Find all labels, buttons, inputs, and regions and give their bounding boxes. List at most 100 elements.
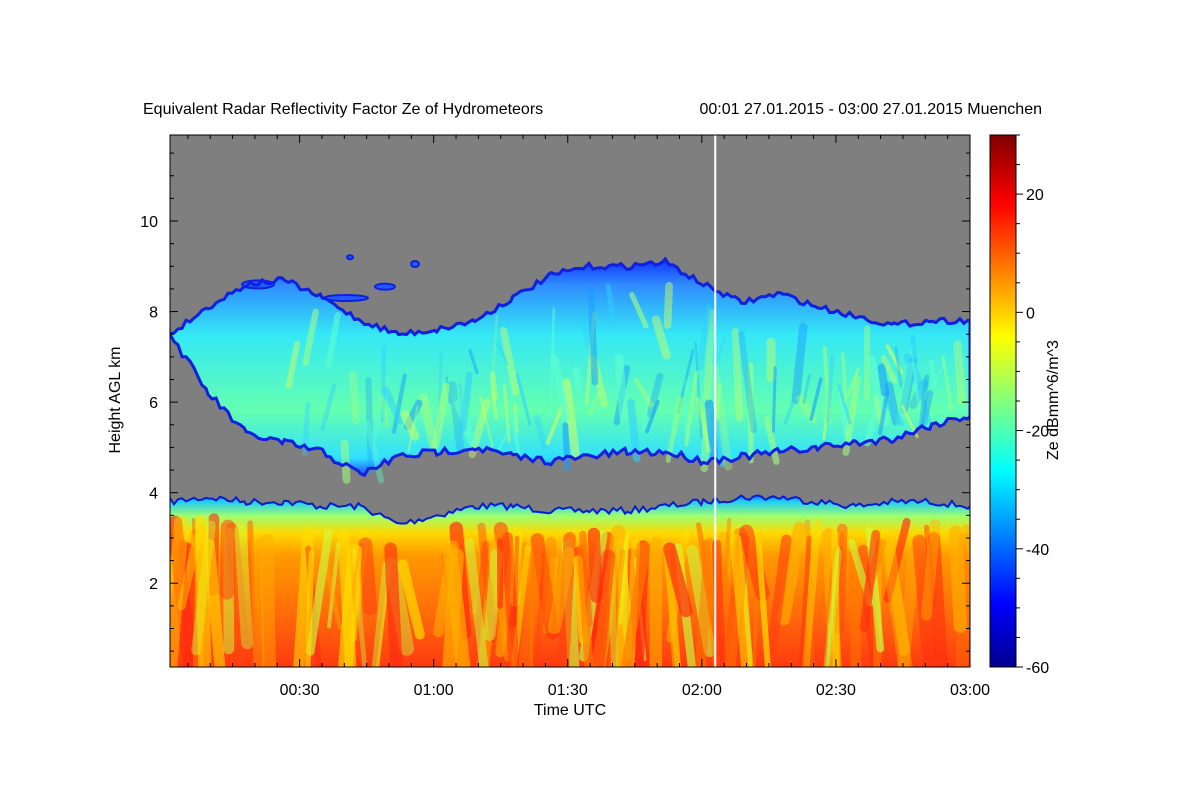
upper-streak — [380, 345, 386, 423]
upper-streak — [468, 349, 479, 375]
lower-streak — [518, 555, 544, 667]
upper-streak — [825, 354, 835, 424]
upper-streak — [665, 396, 683, 464]
lower-streak — [510, 545, 531, 667]
colorbar-tick-label: -20 — [1026, 424, 1049, 441]
lower-streak — [576, 544, 594, 667]
upper-streak — [448, 380, 465, 452]
upper-streak — [378, 395, 390, 428]
lower-streak — [250, 537, 265, 667]
upper-streak — [783, 397, 797, 425]
upper-streak — [633, 377, 654, 408]
upper-streak — [704, 399, 719, 460]
lower-streak — [591, 524, 626, 667]
upper-streak — [499, 326, 520, 396]
upper-streak — [885, 344, 904, 375]
upper-streak — [802, 374, 811, 404]
upper-streak — [864, 396, 882, 447]
lower-streak — [170, 515, 189, 667]
lower-streak — [694, 537, 716, 667]
upper-streak — [737, 330, 758, 433]
lower-streak — [607, 549, 626, 667]
upper-streak — [884, 381, 901, 426]
upper-streak — [651, 315, 671, 360]
colorbar-axis: -60 -40 -20 0 20 — [1016, 134, 1049, 677]
y-tick-label: 2 — [149, 576, 158, 593]
upper-streak — [696, 397, 712, 453]
upper-streak — [714, 419, 726, 467]
upper-streak — [646, 372, 664, 418]
upper-streak — [400, 411, 420, 441]
upper-streak — [930, 361, 946, 395]
upper-streak — [842, 375, 862, 456]
lower-streak — [777, 521, 806, 626]
lower-streak — [305, 549, 315, 667]
colorbar-label: Ze dBmm^6/m^3 — [1045, 340, 1062, 460]
lower-streak — [823, 548, 842, 667]
upper-streak — [382, 386, 404, 425]
upper-streak — [710, 363, 733, 471]
upper-streak — [513, 403, 519, 433]
lower-streak — [194, 514, 212, 667]
lower-streak — [203, 539, 226, 667]
lower-streak — [534, 552, 546, 667]
lower-streak — [912, 534, 937, 667]
lower-layer-edge — [170, 494, 970, 525]
lower-streak — [754, 529, 771, 667]
upper-streak — [572, 365, 583, 394]
lower-streak — [712, 539, 726, 667]
lower-streak — [397, 559, 425, 640]
upper-streak — [894, 346, 903, 388]
lower-streak — [529, 550, 535, 667]
lower-streak — [509, 527, 523, 607]
colorbar-tick-label: 20 — [1026, 187, 1044, 204]
upper-streak — [917, 385, 933, 431]
upper-streak — [605, 283, 617, 326]
y-tick-label: 8 — [149, 305, 158, 322]
colorbar-tick-label: -40 — [1026, 542, 1049, 559]
upper-streak — [928, 359, 938, 387]
upper-streak — [496, 342, 509, 366]
upper-streak — [645, 399, 660, 434]
lower-streak — [804, 519, 815, 667]
x-tick-label: 01:00 — [414, 682, 454, 699]
upper-streak — [771, 366, 777, 433]
plot-frame — [169, 134, 971, 668]
x-tick-label: 03:00 — [950, 682, 990, 699]
lower-streak — [547, 546, 576, 635]
upper-streak — [640, 391, 652, 432]
upper-streak — [841, 352, 848, 403]
upper-streak — [941, 354, 953, 410]
colorbar — [989, 134, 1017, 668]
upper-streak — [431, 382, 450, 450]
lower-streak — [801, 517, 822, 667]
upper-streak — [791, 322, 808, 404]
lower-streak — [247, 520, 257, 666]
upper-streak — [478, 395, 494, 448]
lower-streak — [384, 542, 403, 667]
lower-streak — [831, 530, 840, 667]
lower-streak — [442, 543, 471, 667]
upper-streak — [320, 383, 337, 432]
upper-streak — [877, 363, 890, 397]
lower-streak — [541, 536, 557, 620]
upper-streak — [510, 413, 521, 454]
lower-streak — [590, 549, 616, 667]
chart-title: Equivalent Radar Reflectivity Factor Ze … — [143, 101, 543, 118]
upper-streak — [822, 345, 832, 424]
lower-streak — [921, 519, 941, 621]
upper-streak — [418, 393, 439, 450]
cloud-fragment — [410, 260, 420, 269]
y-axis-label: Height AGL km — [107, 346, 124, 453]
lower-streak — [897, 545, 921, 667]
upper-layer-texture — [241, 254, 966, 484]
y-axis: 2 4 6 8 10 — [140, 152, 970, 652]
lower-streak — [701, 540, 721, 667]
upper-streak — [587, 286, 599, 386]
upper-streak — [489, 314, 499, 405]
upper-streak — [365, 377, 374, 475]
upper-streak — [349, 370, 360, 425]
lower-streak — [371, 561, 391, 667]
lower-streak — [483, 548, 503, 641]
